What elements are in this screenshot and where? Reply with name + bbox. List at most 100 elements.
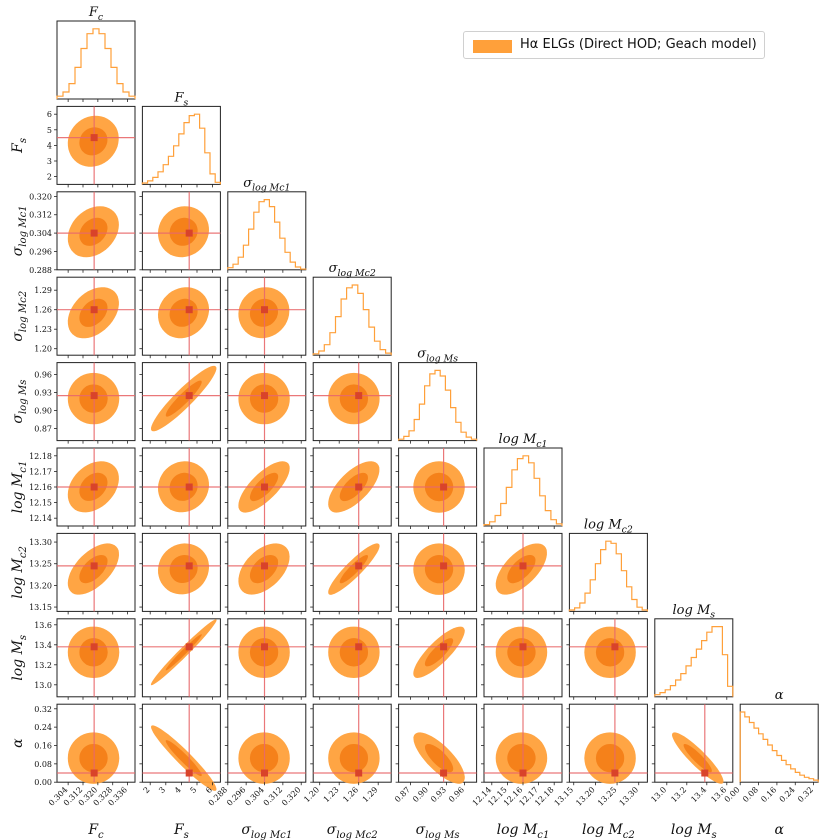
x-axis-label-logMs: log Ms [671, 822, 717, 840]
y-axis-label-F_s: Fs [10, 138, 29, 154]
y-tick-label: 0.296 [29, 247, 52, 256]
y-axis-label-sigma_logMc2: σlog Mc2 [10, 291, 29, 342]
truth-marker [611, 643, 619, 651]
panel-logMs-logMc2 [566, 618, 648, 700]
y-axis-label-sigma_logMs: σlog Ms [10, 380, 29, 424]
y-tick-label: 12.17 [29, 467, 52, 476]
panel-logMc2-logMc2: log Mc2 [568, 517, 648, 615]
y-tick-label: 12.16 [29, 483, 52, 492]
title-F_c: Fc [88, 5, 104, 23]
panel-frame [739, 703, 819, 783]
y-tick-label: 0.32 [34, 705, 52, 714]
legend-swatch [473, 40, 512, 53]
x-tick-label: 0.93 [429, 785, 448, 804]
y-tick-label: 0.304 [29, 229, 52, 238]
contour-inner [339, 638, 368, 667]
y-tick-label: 0.312 [29, 211, 52, 220]
panel-logMs-sigma_logMc2 [310, 618, 392, 700]
truth-marker [261, 643, 269, 651]
histogram-F_c [56, 28, 136, 99]
contour-inner [425, 744, 454, 773]
contour-inner [165, 740, 202, 777]
panel-logMs-sigma_logMc1 [224, 618, 307, 700]
truth-marker [519, 562, 527, 570]
x-tick-label: 1.26 [341, 785, 360, 804]
x-tick-label: 0.296 [225, 785, 248, 808]
truth-marker [440, 562, 448, 570]
panel-logMc1-logMc1: log Mc1 [483, 432, 563, 529]
truth-marker [355, 392, 363, 400]
panel-frame [483, 447, 563, 527]
y-tick-label: 12.14 [29, 514, 52, 523]
panel-F_c-F_c: Fc [56, 5, 136, 102]
truth-marker [90, 483, 98, 491]
truth-marker [90, 392, 98, 400]
title-sigma_logMc2: σlog Mc2 [329, 261, 376, 279]
panel-frame [227, 191, 307, 271]
y-tick-label: 0.288 [29, 266, 52, 275]
y-tick-label: 12.15 [29, 499, 52, 508]
panel-logMs-logMs: log Ms [654, 603, 734, 700]
truth-marker [355, 643, 363, 651]
panel-alpha-logMc2: 13.15 13.20 13.25 13.30 [553, 703, 648, 808]
truth-marker [261, 562, 269, 570]
x-axis-label-sigma_logMs: σlog Ms [416, 822, 460, 840]
title-sigma_logMc1: σlog Mc1 [243, 176, 290, 194]
x-axis-label-F_c: Fc [87, 822, 104, 840]
contour-inner [165, 380, 202, 417]
contour-inner [339, 555, 368, 584]
truth-marker [185, 562, 193, 570]
x-tick-label: 0.08 [741, 785, 760, 804]
y-tick-label: 12.18 [29, 452, 52, 461]
panel-sigma_logMs-sigma_logMs: σlog Ms [398, 347, 478, 444]
y-tick-label: 0.90 [34, 407, 52, 416]
title-F_s: Fs [173, 90, 188, 108]
y-tick-label: 0.00 [34, 778, 52, 787]
y-axis-label-sigma_logMc1: σlog Mc1 [10, 205, 29, 256]
y-tick-label: 3 [47, 157, 52, 166]
contour-inner [165, 634, 202, 671]
x-tick-label: 1.20 [302, 785, 321, 804]
truth-marker [261, 306, 269, 314]
x-tick-label: 0.90 [411, 785, 430, 804]
panel-sigma_logMs-sigma_logMc1 [224, 362, 307, 444]
x-axis-label-alpha: α [774, 822, 784, 838]
x-tick-label: 13.15 [553, 785, 576, 808]
truth-marker [261, 769, 269, 777]
truth-marker [355, 562, 363, 570]
truth-marker [440, 483, 448, 491]
x-tick-label: 1.23 [322, 785, 341, 804]
y-tick-label: 1.26 [34, 306, 52, 315]
contour-inner [79, 127, 108, 156]
x-axis-label-logMc1: log Mc1 [497, 822, 550, 840]
x-tick-label: 6 [204, 785, 214, 795]
panel-logMc1-sigma_logMs [395, 447, 478, 529]
x-tick-label: 0.320 [280, 785, 303, 808]
panel-alpha-logMs: 13.0 13.2 13.4 13.6 [649, 703, 734, 804]
truth-marker [185, 229, 193, 237]
panel-frame [654, 703, 734, 783]
truth-marker [701, 769, 709, 777]
panel-sigma_logMc2-F_s [139, 276, 221, 359]
panel-sigma_logMc1-F_c: 0.288 0.296 0.304 0.312 0.320 [29, 191, 136, 275]
y-tick-label: 0.96 [34, 371, 52, 380]
title-logMs: log Ms [673, 603, 716, 621]
histogram-logMs [654, 626, 734, 697]
histogram-F_s [141, 113, 221, 185]
x-tick-label: 3 [157, 785, 167, 795]
panel-alpha-sigma_logMs: 0.87 0.90 0.93 0.96 [393, 703, 478, 804]
x-tick-label: 13.30 [618, 785, 641, 808]
contour-inner [424, 555, 454, 584]
y-tick-label: 1.23 [34, 325, 52, 334]
x-axis-label-sigma_logMc2: σlog Mc2 [327, 822, 378, 840]
panel-frame [141, 703, 221, 783]
truth-marker [355, 769, 363, 777]
y-tick-label: 13.6 [34, 621, 52, 630]
panel-F_s-F_s: Fs [141, 90, 221, 188]
contour-inner [595, 638, 625, 667]
panel-logMc1-sigma_logMc1 [224, 447, 307, 529]
contour-inner [339, 744, 368, 773]
panel-logMc1-F_s [139, 447, 221, 529]
y-tick-label: 1.20 [34, 345, 52, 354]
